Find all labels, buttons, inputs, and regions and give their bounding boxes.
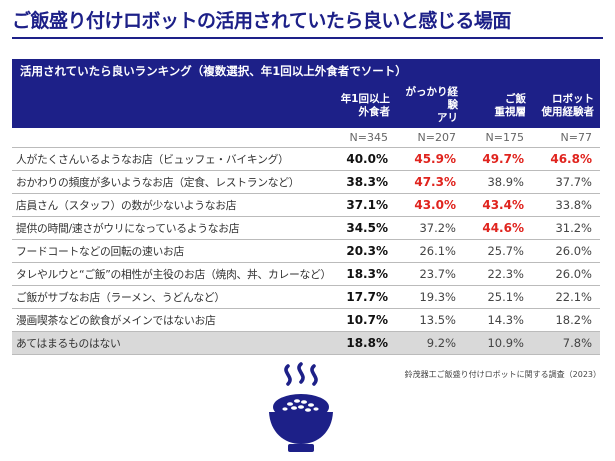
table-row: ご飯がサブなお店（ラーメン、うどんなど） 17.7% 19.3% 25.1% 22.1%: [12, 285, 600, 309]
column-header: ご飯 重視層: [464, 83, 532, 128]
value-cell: 43.0%: [396, 193, 464, 217]
row-label: ご飯がサブなお店（ラーメン、うどんなど）: [12, 285, 328, 309]
row-label: おかわりの頻度が多いようなお店（定食、レストランなど）: [12, 170, 328, 194]
value-cell: 18.8%: [328, 331, 396, 355]
table-caption: 活用されていたら良いランキング（複数選択、年1回以上外食者でソート）: [12, 59, 600, 83]
value-cell: 17.7%: [328, 285, 396, 309]
value-cell: 18.2%: [532, 308, 600, 332]
table-row: 店員さん（スタッフ）の数が少ないようなお店 37.1% 43.0% 43.4% 33.8…: [12, 193, 600, 217]
value-cell: 26.1%: [396, 239, 464, 263]
row-label: フードコートなどの回転の速いお店: [12, 239, 328, 263]
sample-size: N=175: [464, 128, 532, 148]
source-note: 鈴茂器工ご飯盛り付けロボットに関する調査（2023）: [404, 370, 601, 379]
sample-size-blank: [12, 128, 328, 148]
column-header: 年1回以上 外食者: [328, 83, 396, 128]
table-row: おかわりの頻度が多いようなお店（定食、レストランなど） 38.3% 47.3% 38.…: [12, 170, 600, 194]
value-cell: 49.7%: [464, 147, 532, 171]
row-label: 漫画喫茶などの飲食がメインではないお店: [12, 308, 328, 332]
value-cell: 37.7%: [532, 170, 600, 194]
value-cell: 14.3%: [464, 308, 532, 332]
table-row: フードコートなどの回転の速いお店 20.3% 26.1% 25.7% 26.0%: [12, 239, 600, 263]
row-label: 人がたくさんいるようなお店（ビュッフェ・バイキング）: [12, 147, 328, 171]
value-cell: 26.0%: [532, 239, 600, 263]
column-header-blank: [12, 83, 328, 128]
value-cell: 22.1%: [532, 285, 600, 309]
table-row: 提供の時間/速さがウリになっているようなお店 34.5% 37.2% 44.6% 31.…: [12, 216, 600, 240]
value-cell: 23.7%: [396, 262, 464, 286]
sample-size: N=77: [532, 128, 600, 148]
row-label: 店員さん（スタッフ）の数が少ないようなお店: [12, 193, 328, 217]
row-label: あてはまるものはない: [12, 331, 328, 355]
value-cell: 20.3%: [328, 239, 396, 263]
value-cell: 33.8%: [532, 193, 600, 217]
sample-size: N=345: [328, 128, 396, 148]
table-row: 漫画喫茶などの飲食がメインではないお店 10.7% 13.5% 14.3% 18.2%: [12, 308, 600, 332]
value-cell: 37.1%: [328, 193, 396, 217]
value-cell: 38.9%: [464, 170, 532, 194]
row-label: タレやルウと“ご飯”の相性が主役のお店（焼肉、丼、カレーなど）: [12, 262, 328, 286]
value-cell: 26.0%: [532, 262, 600, 286]
value-cell: 38.3%: [328, 170, 396, 194]
value-cell: 45.9%: [396, 147, 464, 171]
rice-bowl-icon: [269, 362, 333, 452]
value-cell: 25.7%: [464, 239, 532, 263]
column-header: ロボット 使用経験者: [532, 83, 600, 128]
value-cell: 10.7%: [328, 308, 396, 332]
sample-size: N=207: [396, 128, 464, 148]
value-cell: 22.3%: [464, 262, 532, 286]
page-title: ご飯盛り付けロボットの活用されていたら良いと感じる場面: [12, 10, 511, 32]
value-cell: 43.4%: [464, 193, 532, 217]
value-cell: 13.5%: [396, 308, 464, 332]
value-cell: 7.8%: [532, 331, 600, 355]
table-row: 人がたくさんいるようなお店（ビュッフェ・バイキング） 40.0% 45.9% 49.7…: [12, 147, 600, 171]
table-row: タレやルウと“ご飯”の相性が主役のお店（焼肉、丼、カレーなど） 18.3% 23.7…: [12, 262, 600, 286]
value-cell: 19.3%: [396, 285, 464, 309]
row-label: 提供の時間/速さがウリになっているようなお店: [12, 216, 328, 240]
sample-size-row: N=345 N=207 N=175 N=77: [12, 128, 600, 148]
value-cell: 37.2%: [396, 216, 464, 240]
value-cell: 46.8%: [532, 147, 600, 171]
title-underline: [12, 37, 603, 39]
value-cell: 31.2%: [532, 216, 600, 240]
value-cell: 44.6%: [464, 216, 532, 240]
value-cell: 34.5%: [328, 216, 396, 240]
ranking-rows: 人がたくさんいるようなお店（ビュッフェ・バイキング） 40.0% 45.9% 49.7…: [12, 147, 600, 355]
value-cell: 47.3%: [396, 170, 464, 194]
column-header: がっかり経験 アリ: [396, 83, 464, 128]
value-cell: 25.1%: [464, 285, 532, 309]
value-cell: 40.0%: [328, 147, 396, 171]
value-cell: 18.3%: [328, 262, 396, 286]
table-row: あてはまるものはない 18.8% 9.2% 10.9% 7.8%: [12, 331, 600, 355]
value-cell: 10.9%: [464, 331, 532, 355]
column-header-row: 年1回以上 外食者 がっかり経験 アリ ご飯 重視層 ロボット 使用経験者: [12, 83, 600, 128]
ranking-table: 年1回以上 外食者 がっかり経験 アリ ご飯 重視層 ロボット 使用経験者 N=…: [12, 83, 600, 355]
value-cell: 9.2%: [396, 331, 464, 355]
